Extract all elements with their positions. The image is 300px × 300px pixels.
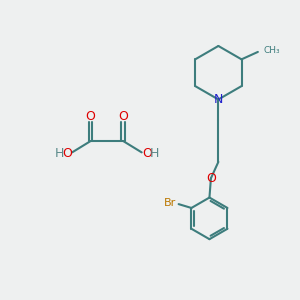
Text: O: O bbox=[85, 110, 95, 123]
Text: H: H bbox=[150, 147, 159, 161]
Text: O: O bbox=[142, 147, 152, 161]
Text: O: O bbox=[118, 110, 128, 123]
Text: O: O bbox=[206, 172, 216, 185]
Text: Br: Br bbox=[164, 198, 176, 208]
Text: H: H bbox=[55, 147, 64, 161]
Text: N: N bbox=[214, 93, 223, 106]
Text: CH₃: CH₃ bbox=[263, 46, 280, 55]
Text: O: O bbox=[62, 147, 72, 161]
